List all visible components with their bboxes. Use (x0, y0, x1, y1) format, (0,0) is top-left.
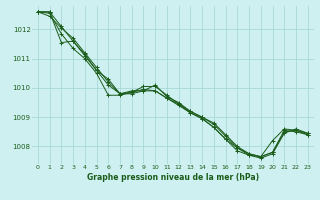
X-axis label: Graphe pression niveau de la mer (hPa): Graphe pression niveau de la mer (hPa) (87, 173, 259, 182)
